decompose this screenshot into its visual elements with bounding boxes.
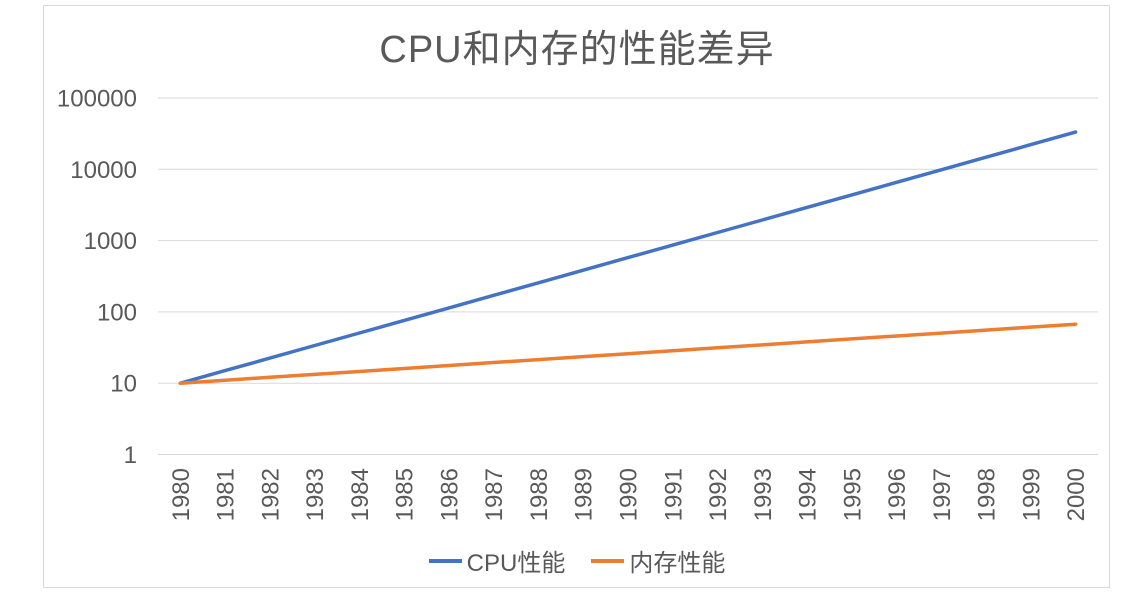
x-axis-tick-label: 1988 bbox=[526, 468, 553, 521]
x-axis-tick-label: 1990 bbox=[616, 468, 643, 521]
memory-series-swatch-icon bbox=[591, 558, 625, 563]
y-axis-tick-label: 10000 bbox=[70, 157, 137, 184]
legend-label-cpu: CPU性能 bbox=[466, 550, 566, 577]
x-axis-tick-label: 1994 bbox=[795, 468, 822, 521]
chart-title: CPU和内存的性能差异 bbox=[379, 29, 775, 71]
x-axis-tick-label: 1980 bbox=[168, 468, 195, 521]
x-axis-tick-label: 1991 bbox=[660, 468, 687, 521]
series-line-memory bbox=[178, 322, 1078, 385]
x-axis-tick-label: 1996 bbox=[884, 468, 911, 521]
x-axis-tick-label: 1999 bbox=[1018, 468, 1045, 521]
x-axis-tick-label: 1983 bbox=[302, 468, 329, 521]
x-axis-tick-label: 1992 bbox=[705, 468, 732, 521]
x-axis-tick-label: 1987 bbox=[481, 468, 508, 521]
legend-item-cpu: CPU性能 bbox=[428, 543, 566, 578]
legend: CPU性能 内存性能 bbox=[44, 543, 1110, 578]
x-axis-tick-label: 1997 bbox=[929, 468, 956, 521]
y-axis-tick-label: 1 bbox=[124, 442, 137, 469]
x-axis-tick-label: 1981 bbox=[213, 468, 240, 521]
y-axis-tick-label: 100 bbox=[97, 299, 137, 326]
x-axis-tick-label: 1985 bbox=[392, 468, 419, 521]
legend-item-memory: 内存性能 bbox=[591, 543, 725, 578]
y-axis-tick-label: 10 bbox=[110, 371, 137, 398]
x-axis-tick-label: 1984 bbox=[347, 468, 374, 521]
series-line-cpu bbox=[178, 130, 1078, 385]
x-axis-tick-label: 1993 bbox=[750, 468, 777, 521]
x-axis-tick-label: 1982 bbox=[257, 468, 284, 521]
y-axis-tick-label: 100000 bbox=[57, 86, 137, 113]
x-axis-tick-label: 1998 bbox=[974, 468, 1001, 521]
chart-frame bbox=[43, 5, 1110, 588]
x-axis-tick-label: 1986 bbox=[437, 468, 464, 521]
legend-label-memory: 内存性能 bbox=[629, 550, 726, 577]
x-axis-tick-label: 1995 bbox=[839, 468, 866, 521]
x-axis-tick-label: 2000 bbox=[1063, 468, 1090, 521]
cpu-series-swatch-icon bbox=[428, 558, 462, 563]
x-axis-tick-label: 1989 bbox=[571, 468, 598, 521]
y-axis-tick-label: 1000 bbox=[84, 228, 137, 255]
